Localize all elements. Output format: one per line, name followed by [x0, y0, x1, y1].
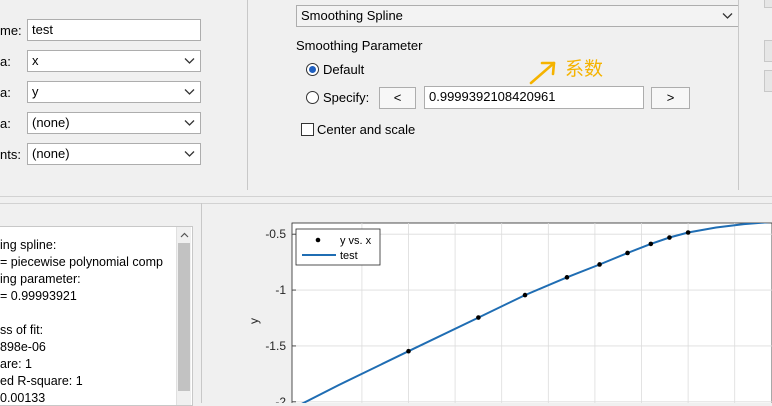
legend-box [295, 228, 381, 266]
horizontal-divider [0, 203, 772, 204]
chevron-down-icon [722, 13, 733, 19]
data-point [648, 241, 654, 247]
panel-divider [247, 0, 248, 190]
data-point [685, 230, 691, 235]
results-line: are: 1 [0, 357, 32, 371]
weights-label: nts: [0, 147, 21, 162]
annotation-text: 系数 [565, 58, 604, 80]
default-label: Default [323, 62, 365, 77]
legend-label: y vs. x [340, 235, 372, 247]
smoothing-parameter-title: Smoothing Parameter [296, 38, 423, 53]
weights-select[interactable]: (none) [27, 143, 201, 165]
fit-type-select[interactable]: Smoothing Spline [296, 5, 739, 27]
decrease-parameter-button[interactable]: < [379, 87, 416, 109]
side-button[interactable] [764, 40, 772, 62]
side-button[interactable] [764, 70, 772, 92]
y-axis-label: y [247, 318, 261, 324]
y-tick-label: -1.5 [265, 339, 286, 353]
results-panel: ing spline: = piecewise polynomial comp … [0, 226, 193, 406]
fit-plot[interactable]: -0.5 -1 -1.5 -2 y y vs. x test [202, 204, 772, 403]
z-data-value: (none) [32, 115, 70, 130]
results-line: ing spline: [0, 238, 57, 252]
fit-data-panel: me: test a: x a: y a: (none) nts: (none) [0, 0, 248, 190]
legend-marker-points [315, 237, 321, 243]
data-point [667, 235, 672, 240]
fit-method-panel: Smoothing Spline Smoothing Parameter Def… [248, 0, 739, 190]
smoothing-parameter-input[interactable]: 0.9999392108420961 [424, 86, 644, 109]
data-point [597, 262, 602, 267]
fit-name-input[interactable]: test [27, 19, 201, 41]
data-point [476, 315, 481, 320]
results-line: ed R-square: 1 [0, 374, 83, 388]
x-data-value: x [32, 53, 39, 68]
default-radio[interactable] [306, 63, 319, 76]
scroll-up-icon[interactable] [180, 232, 189, 238]
x-data-label: a: [0, 54, 11, 69]
chevron-down-icon [184, 120, 195, 126]
legend-label: test [340, 250, 358, 262]
panel-divider [201, 203, 202, 403]
z-data-select[interactable]: (none) [27, 112, 201, 134]
results-line: = 0.99993921 [0, 289, 77, 303]
chevron-down-icon [184, 89, 195, 95]
results-line: ing parameter: [0, 272, 81, 286]
y-tick-label: -1 [275, 283, 286, 297]
panel-divider [738, 0, 739, 190]
weights-value: (none) [32, 146, 70, 161]
y-data-label: a: [0, 85, 11, 100]
results-line: ss of fit: [0, 323, 44, 337]
fit-type-value: Smoothing Spline [301, 8, 403, 23]
increase-parameter-button[interactable]: > [651, 87, 690, 109]
results-line: = piecewise polynomial comp [0, 255, 163, 269]
y-data-select[interactable]: y [27, 81, 201, 103]
center-scale-label: Center and scale [317, 122, 416, 137]
specify-label: Specify: [323, 90, 370, 105]
results-scrollbar[interactable] [176, 227, 191, 405]
results-line: 0.00133 [0, 391, 46, 405]
z-data-label: a: [0, 116, 11, 131]
data-point [522, 292, 528, 298]
chevron-down-icon [184, 58, 195, 64]
scrollbar-thumb[interactable] [178, 243, 190, 391]
results-text: ing spline: = piecewise polynomial comp … [0, 237, 176, 405]
y-data-value: y [32, 84, 39, 99]
plot-panel: -0.5 -1 -1.5 -2 y y vs. x test [202, 204, 772, 403]
legend[interactable]: y vs. x test [295, 228, 381, 266]
data-point [625, 250, 630, 256]
specify-radio[interactable] [306, 91, 319, 104]
annotation-arrow-icon [529, 61, 556, 85]
chevron-down-icon [184, 151, 195, 157]
data-point [406, 348, 411, 354]
horizontal-divider [0, 196, 772, 197]
y-tick-label: -2 [275, 395, 286, 403]
fit-name-label: me: [0, 23, 22, 38]
fit-line [301, 223, 771, 403]
data-point [564, 275, 570, 280]
center-scale-checkbox[interactable] [301, 123, 314, 136]
y-tick-label: -0.5 [265, 227, 286, 241]
results-line: 898e-06 [0, 340, 46, 354]
side-button-strip [764, 0, 772, 8]
x-data-select[interactable]: x [27, 50, 201, 72]
